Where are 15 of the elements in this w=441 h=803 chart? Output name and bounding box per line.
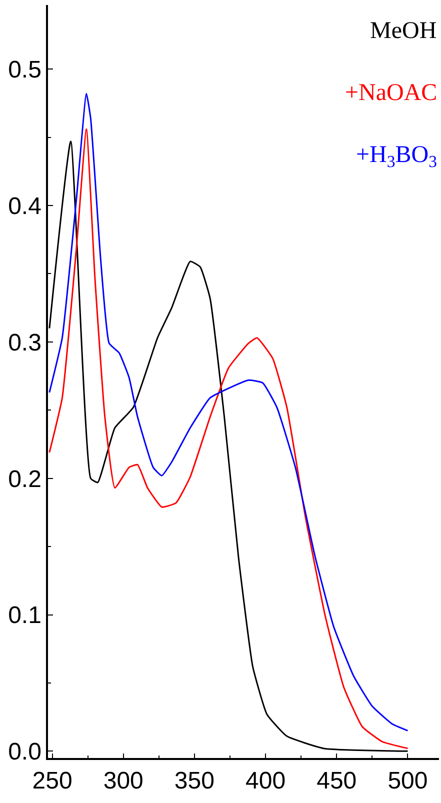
y-tick-label: 0.0 bbox=[8, 738, 42, 766]
x-tick-label: 500 bbox=[388, 768, 428, 795]
y-tick-label: 0.1 bbox=[8, 602, 42, 630]
x-tick-label: 300 bbox=[103, 768, 144, 795]
text: +H$_{3}$BO$_{3}$ bbox=[356, 142, 437, 172]
x-tick-label: 400 bbox=[246, 768, 286, 795]
text: MeOH bbox=[370, 18, 437, 44]
x-tick-label: 250 bbox=[32, 768, 72, 795]
y-tick-label: 0.2 bbox=[8, 466, 42, 493]
x-tick-label: 350 bbox=[174, 768, 214, 795]
y-tick-label: 0.3 bbox=[8, 329, 42, 356]
x-tick-label: 450 bbox=[316, 768, 357, 795]
y-tick-label: 0.4 bbox=[8, 192, 42, 220]
y-tick-label: 0.5 bbox=[8, 56, 42, 84]
text: +NaOAC bbox=[345, 80, 438, 106]
